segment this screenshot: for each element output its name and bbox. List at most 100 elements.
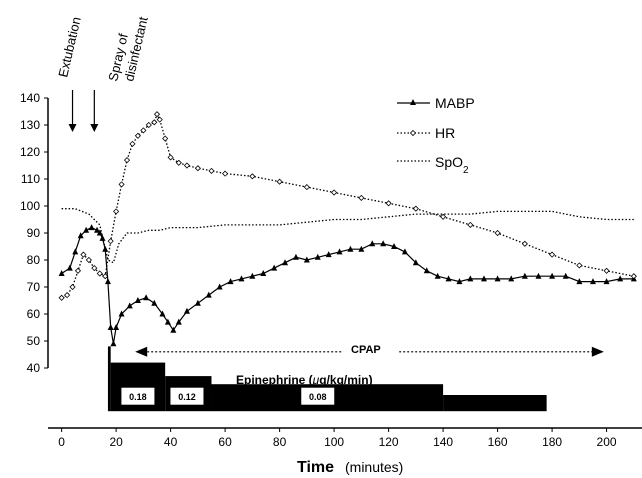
data-point-hr [222, 170, 229, 177]
data-point-hr [358, 194, 365, 201]
data-point-mabp [603, 278, 610, 285]
data-point-hr [208, 167, 215, 174]
data-point-mabp [238, 275, 245, 282]
legend [397, 99, 430, 162]
data-point-mabp [170, 326, 177, 333]
data-point-mabp [282, 259, 289, 266]
event-arrow-head [68, 124, 77, 132]
data-point-hr [91, 265, 98, 272]
y-tick-label: 130 [20, 118, 40, 132]
y-tick-label: 110 [21, 172, 40, 186]
x-tick-label: 0 [58, 435, 65, 449]
data-point-hr [107, 238, 114, 245]
cpap-arrow-right-head [591, 346, 604, 357]
data-point-hr [156, 116, 163, 123]
data-point-hr [194, 165, 201, 172]
x-tick-label: 60 [218, 435, 232, 449]
data-point-hr [153, 111, 161, 118]
data-point-hr [102, 273, 109, 280]
data-point-mabp [434, 272, 441, 279]
y-tick-label: 50 [27, 334, 41, 348]
data-point-mabp [143, 294, 150, 301]
epinephrine-bars: 0.18 0.12 0.08 [107, 346, 547, 412]
data-point-mabp [164, 318, 171, 325]
x-tick-label: 80 [273, 435, 287, 449]
data-point-mabp [126, 302, 133, 309]
data-point-hr [113, 208, 120, 215]
legend-swatch-hr-marker [409, 129, 417, 137]
data-point-hr [134, 132, 141, 139]
x-tick-label: 120 [379, 435, 399, 449]
data-point-mabp [249, 272, 256, 279]
epinephrine-bar [107, 346, 111, 412]
data-point-mabp [194, 299, 201, 306]
data-point-hr [167, 154, 174, 161]
data-point-mabp [216, 283, 223, 290]
data-point-mabp [467, 275, 474, 282]
data-point-mabp [110, 340, 117, 347]
data-point-mabp [58, 270, 65, 276]
series-lines [58, 111, 637, 347]
data-point-mabp [391, 243, 398, 249]
data-point-hr [151, 119, 158, 126]
data-point-mabp [480, 275, 487, 282]
epinephrine-rate-label: 0.12 [178, 392, 196, 402]
data-point-hr [96, 270, 103, 277]
data-point-hr [64, 292, 71, 299]
event-label-extubation: Extubation [55, 15, 83, 78]
data-point-mabp [260, 270, 267, 276]
data-point-mabp [83, 226, 90, 233]
y-tick-label: 140 [20, 91, 40, 105]
data-point-hr [129, 140, 136, 147]
data-point-hr [630, 273, 637, 280]
data-point-mabp [562, 272, 569, 279]
data-point-mabp [369, 240, 376, 247]
data-point-hr [276, 178, 283, 185]
data-point-mabp [271, 264, 278, 271]
data-point-mabp [102, 245, 109, 252]
data-point-mabp [159, 310, 166, 317]
y-tick-label: 120 [20, 145, 40, 159]
event-arrow-head [90, 124, 99, 132]
axes: 40 50 60 70 80 90 100 110 120 130 140 0 20 40 60 80 100 1… [20, 91, 642, 449]
x-axis-unit: (minutes) [345, 459, 403, 475]
series-line-hr [61, 112, 634, 299]
cpap-label: CPAP [351, 344, 381, 356]
y-tick-label: 60 [27, 307, 41, 321]
data-point-mabp [549, 272, 556, 279]
epinephrine-label: Epinephrine (μg/kg/min) [236, 373, 373, 387]
y-tick-label: 100 [20, 199, 40, 213]
data-point-mabp [314, 253, 321, 260]
data-point-mabp [456, 278, 463, 285]
data-point-mabp [336, 248, 343, 255]
data-point-hr [440, 213, 447, 220]
data-point-mabp [113, 324, 120, 330]
data-point-hr [123, 157, 131, 164]
data-point-hr [69, 283, 76, 291]
epinephrine-rate-label: 0.08 [309, 392, 327, 402]
data-point-mabp [589, 278, 596, 285]
data-point-mabp [134, 297, 141, 303]
legend-label-spo2: SpO2 [435, 154, 469, 176]
x-tick-label: 180 [542, 435, 562, 449]
epinephrine-rate-box [169, 386, 205, 406]
y-tick-label: 90 [27, 226, 41, 240]
data-point-mabp [303, 256, 310, 263]
data-point-mabp [423, 267, 430, 274]
y-tick-label: 70 [27, 280, 41, 294]
data-point-hr [331, 189, 338, 196]
data-point-mabp [107, 324, 114, 330]
data-point-mabp [401, 248, 408, 255]
data-point-hr [175, 159, 182, 166]
data-point-mabp [118, 310, 125, 317]
data-point-mabp [183, 307, 190, 314]
data-point-mabp [535, 272, 542, 279]
data-point-mabp [66, 264, 73, 271]
data-point-mabp [380, 240, 387, 247]
data-point-hr [467, 221, 474, 228]
data-point-mabp [227, 278, 234, 285]
legend-label-hr: HR [435, 125, 455, 141]
data-point-hr [412, 205, 419, 212]
cpap-label-bg [343, 340, 399, 356]
